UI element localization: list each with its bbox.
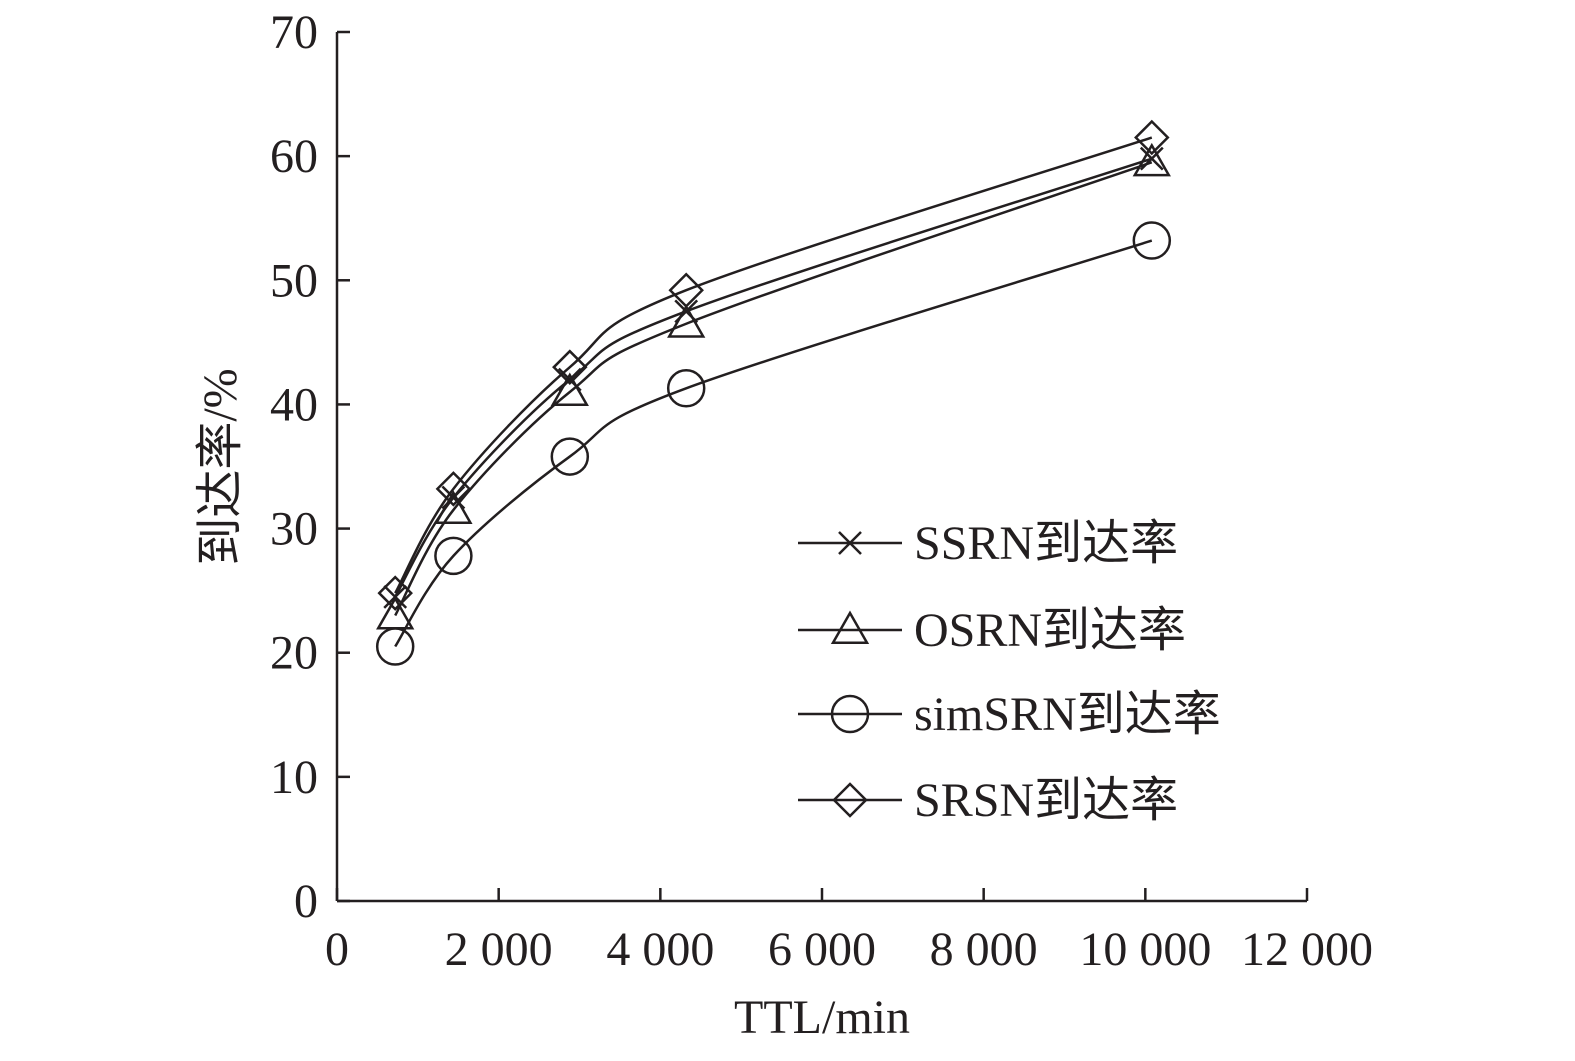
legend-item: OSRN到达率 — [798, 604, 1186, 657]
x-tick-label: 0 — [325, 923, 349, 976]
data-point-marker — [434, 490, 473, 524]
chart-legend: SSRN到达率 OSRN到达率 simSRN到达率 SRSN到达率 — [798, 517, 1221, 827]
y-tick-label: 70 — [270, 6, 318, 59]
y-tick-label: 50 — [270, 254, 318, 307]
data-point-marker — [434, 536, 473, 576]
data-point-marker — [1132, 221, 1172, 260]
data-point-marker — [377, 575, 413, 611]
y-tick-label: 40 — [270, 378, 318, 431]
legend-marker — [830, 610, 870, 644]
x-tick-label: 8 000 — [930, 923, 1038, 976]
y-tick-label: 20 — [270, 627, 318, 680]
legend-label: simSRN到达率 — [914, 688, 1221, 741]
x-tick-label: 2 000 — [445, 923, 553, 976]
data-point-marker — [667, 304, 706, 338]
data-point-marker — [1134, 119, 1170, 156]
data-point-marker — [552, 349, 588, 385]
legend-item: SRSN到达率 — [798, 774, 1178, 827]
y-tick-label: 30 — [270, 503, 318, 556]
legend-item: simSRN到达率 — [798, 688, 1221, 741]
x-tick-label: 12 000 — [1241, 923, 1373, 976]
legend-marker — [838, 531, 862, 555]
series-line — [394, 239, 1153, 648]
chart-series — [375, 119, 1172, 666]
data-point-marker — [668, 272, 704, 308]
x-tick-label: 10 000 — [1079, 923, 1211, 976]
legend-marker — [830, 694, 870, 734]
chart-axes: 0 2 000 4 000 6 000 8 000 10 000 12 000 0 10 20 30… — [270, 6, 1373, 976]
legend-marker — [832, 782, 868, 818]
x-axis-title: TTL/min — [734, 991, 910, 1044]
y-tick-label: 10 — [270, 751, 318, 804]
y-tick-label: 0 — [294, 875, 318, 928]
x-tick-label: 6 000 — [768, 923, 876, 976]
legend-item: SSRN到达率 — [798, 517, 1178, 570]
data-point-marker — [1132, 142, 1171, 177]
x-tick-label: 4 000 — [606, 923, 714, 976]
series-circle — [375, 221, 1172, 666]
y-tick-label: 60 — [270, 130, 318, 183]
series-line — [394, 136, 1153, 594]
data-point-marker — [550, 437, 590, 476]
data-point-marker — [435, 471, 472, 507]
data-point-marker — [666, 369, 706, 408]
series-diamond — [377, 119, 1170, 611]
y-axis-title: 到达率/% — [194, 368, 247, 565]
legend-label: SRSN到达率 — [914, 774, 1178, 827]
legend-label: SSRN到达率 — [914, 517, 1178, 570]
data-point-marker — [550, 372, 589, 407]
data-point-marker — [375, 627, 415, 666]
legend-label: OSRN到达率 — [914, 604, 1186, 657]
